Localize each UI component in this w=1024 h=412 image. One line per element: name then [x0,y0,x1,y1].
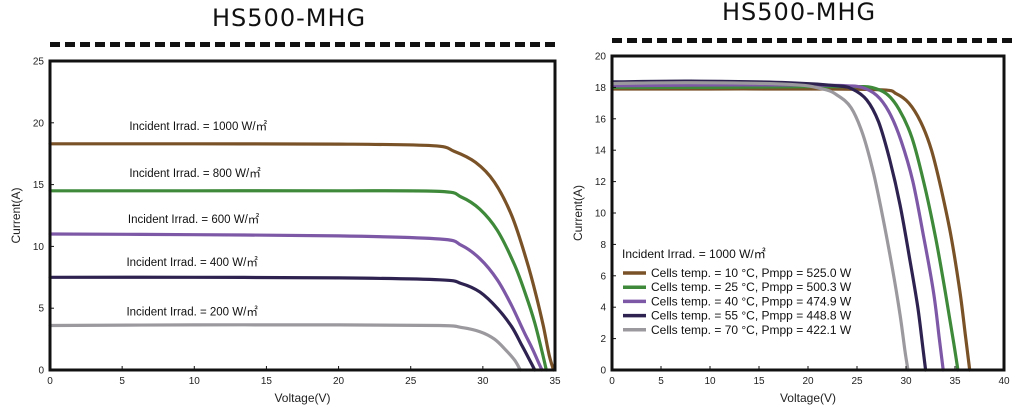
series-line-left-2 [48,232,544,372]
y-tick-label-right-9: 18 [595,83,607,94]
curve-annotation-3: Incident Irrad. = 400 W/㎡ [126,256,258,269]
legend-entry-2: Cells temp. = 40 °C, Pmpp = 474.9 W [651,294,852,308]
y-tick-label-right-2: 4 [600,303,606,314]
x-tick-label-right-2: 10 [704,376,716,387]
x-tick-label-right-5: 25 [851,376,863,387]
dashed-rule-right [612,38,1012,43]
x-tick-label-left-1: 5 [119,376,125,387]
chart-title-left: HS500-MHG [212,4,367,32]
curve-annotation-4: Incident Irrad. = 200 W/㎡ [126,306,258,319]
x-axis-label-right: Voltage(V) [780,391,836,405]
y-tick-label-right-1: 2 [600,334,606,345]
curve-annotation-0: Incident Irrad. = 1000 W/㎡ [129,120,267,133]
x-tick-label-right-6: 30 [900,376,912,387]
x-tick-label-left-0: 0 [47,376,53,387]
x-tick-label-left-7: 35 [549,376,561,387]
y-tick-label-left-3: 15 [33,180,45,191]
x-tick-label-right-7: 35 [949,376,961,387]
y-tick-label-right-5: 10 [595,209,607,220]
x-tick-label-right-0: 0 [609,376,615,387]
y-tick-label-left-1: 5 [38,304,44,315]
y-tick-label-right-7: 14 [595,146,607,157]
series-line-left-1 [48,189,548,372]
series-line-left-0 [48,142,556,372]
y-tick-label-right-3: 6 [600,271,606,282]
series-line-right-1 [610,84,960,372]
x-tick-label-right-1: 5 [658,376,664,387]
x-tick-label-right-8: 40 [998,376,1010,387]
y-tick-label-right-8: 16 [595,114,607,125]
x-tick-label-right-4: 20 [802,376,814,387]
x-tick-label-left-3: 15 [261,376,273,387]
series-line-right-0 [610,87,972,372]
x-tick-label-left-5: 25 [405,376,417,387]
series-line-left-4 [48,323,522,372]
legend-title: Incident Irrad. = 1000 W/㎡ [622,247,766,261]
legend-entry-3: Cells temp. = 55 °C, Pmpp = 448.8 W [651,309,852,323]
y-tick-label-right-4: 8 [600,240,606,251]
x-tick-label-right-3: 15 [753,376,765,387]
y-axis-label-right: Current(A) [571,185,585,241]
x-tick-label-left-4: 20 [333,376,345,387]
curve-annotation-2: Incident Irrad. = 600 W/㎡ [128,213,260,226]
x-tick-label-left-6: 30 [477,376,489,387]
legend-entry-1: Cells temp. = 25 °C, Pmpp = 500.3 W [651,280,852,294]
dashed-rule-left [50,42,555,47]
y-axis-label-left: Current(A) [9,187,23,243]
y-tick-label-left-5: 25 [33,57,45,68]
curve-annotation-1: Incident Irrad. = 800 W/㎡ [129,167,261,180]
x-tick-label-left-2: 10 [189,376,201,387]
plot-frame-left [48,59,557,372]
y-tick-label-left-4: 20 [33,118,45,129]
y-tick-label-right-10: 20 [595,52,607,63]
legend-entry-4: Cells temp. = 70 °C, Pmpp = 422.1 W [651,323,852,337]
y-tick-label-left-2: 10 [33,242,45,253]
series-line-right-4 [610,81,910,372]
y-tick-label-right-0: 0 [600,366,606,377]
y-tick-label-right-6: 12 [595,177,607,188]
series-line-left-3 [48,275,537,372]
legend-entry-0: Cells temp. = 10 °C, Pmpp = 525.0 W [651,266,852,280]
x-axis-label-left: Voltage(V) [274,391,330,405]
chart-title-right: HS500-MHG [722,0,877,26]
y-tick-label-left-0: 0 [38,366,44,377]
